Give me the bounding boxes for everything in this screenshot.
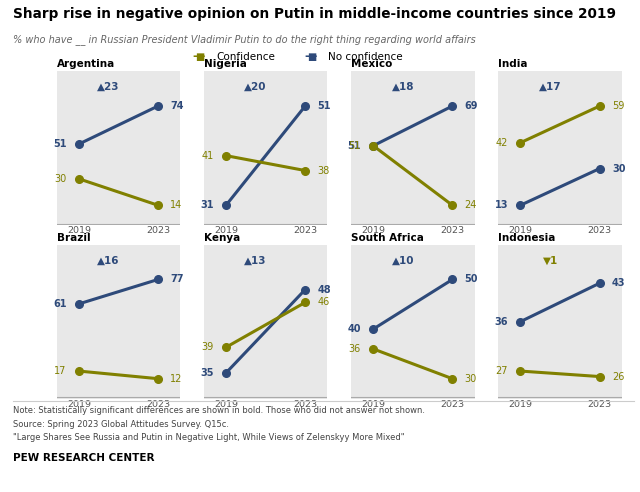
Text: Note: Statistically significant differences are shown in bold. Those who did not: Note: Statistically significant differen… xyxy=(13,406,425,415)
Text: ■: ■ xyxy=(307,52,316,62)
Text: 12: 12 xyxy=(170,374,182,384)
Text: 14: 14 xyxy=(170,200,182,210)
Text: 39: 39 xyxy=(202,342,214,352)
Text: ▲13: ▲13 xyxy=(244,255,267,266)
Text: —: — xyxy=(304,50,316,63)
Text: Argentina: Argentina xyxy=(56,59,115,69)
Text: 50: 50 xyxy=(465,275,478,284)
Text: 36: 36 xyxy=(349,344,361,354)
Text: 59: 59 xyxy=(612,101,624,111)
Text: ▲23: ▲23 xyxy=(97,82,120,92)
Text: Confidence: Confidence xyxy=(216,52,275,62)
Text: South Africa: South Africa xyxy=(351,233,424,243)
Text: 42: 42 xyxy=(496,138,508,148)
Text: 51: 51 xyxy=(348,141,361,151)
Text: ▼1: ▼1 xyxy=(543,255,557,266)
Text: 43: 43 xyxy=(612,278,625,288)
Text: Sharp rise in negative opinion on Putin in middle-income countries since 2019: Sharp rise in negative opinion on Putin … xyxy=(13,7,616,21)
Text: 30: 30 xyxy=(465,374,477,384)
Text: Brazil: Brazil xyxy=(56,233,90,243)
Text: 35: 35 xyxy=(200,368,214,378)
Text: 36: 36 xyxy=(495,317,508,327)
Text: 26: 26 xyxy=(612,371,624,382)
Text: Kenya: Kenya xyxy=(204,233,240,243)
Text: 13: 13 xyxy=(495,200,508,210)
Text: % who have __ in Russian President Vladimir Putin to do the right thing regardin: % who have __ in Russian President Vladi… xyxy=(13,34,476,45)
Text: 30: 30 xyxy=(54,174,67,184)
Text: ▲17: ▲17 xyxy=(539,82,561,92)
Text: 30: 30 xyxy=(612,164,625,174)
Text: 51: 51 xyxy=(349,141,361,151)
Text: ▲20: ▲20 xyxy=(244,82,267,92)
Text: ▲10: ▲10 xyxy=(392,255,414,266)
Text: "Large Shares See Russia and Putin in Negative Light, While Views of Zelenskyy M: "Large Shares See Russia and Putin in Ne… xyxy=(13,433,404,442)
Text: PEW RESEARCH CENTER: PEW RESEARCH CENTER xyxy=(13,453,154,462)
Text: 38: 38 xyxy=(317,165,330,176)
Text: ▲18: ▲18 xyxy=(392,82,414,92)
Text: ▲16: ▲16 xyxy=(97,255,120,266)
Text: Nigeria: Nigeria xyxy=(204,59,246,69)
Text: Source: Spring 2023 Global Attitudes Survey. Q15c.: Source: Spring 2023 Global Attitudes Sur… xyxy=(13,420,229,429)
Text: Mexico: Mexico xyxy=(351,59,392,69)
Text: 48: 48 xyxy=(317,284,331,295)
Text: 46: 46 xyxy=(317,298,330,308)
Text: 51: 51 xyxy=(53,139,67,149)
Text: 77: 77 xyxy=(170,275,184,284)
Text: 40: 40 xyxy=(348,324,361,334)
Text: 41: 41 xyxy=(202,151,214,161)
Text: 24: 24 xyxy=(465,200,477,210)
Text: 74: 74 xyxy=(170,101,184,111)
Text: 61: 61 xyxy=(53,299,67,309)
Text: 69: 69 xyxy=(465,101,478,111)
Text: 27: 27 xyxy=(495,366,508,376)
Text: 31: 31 xyxy=(200,200,214,210)
Text: Indonesia: Indonesia xyxy=(498,233,556,243)
Text: No confidence: No confidence xyxy=(328,52,403,62)
Text: —: — xyxy=(192,50,204,63)
Text: India: India xyxy=(498,59,527,69)
Text: 17: 17 xyxy=(54,366,67,376)
Text: 51: 51 xyxy=(317,101,331,111)
Text: ■: ■ xyxy=(195,52,204,62)
